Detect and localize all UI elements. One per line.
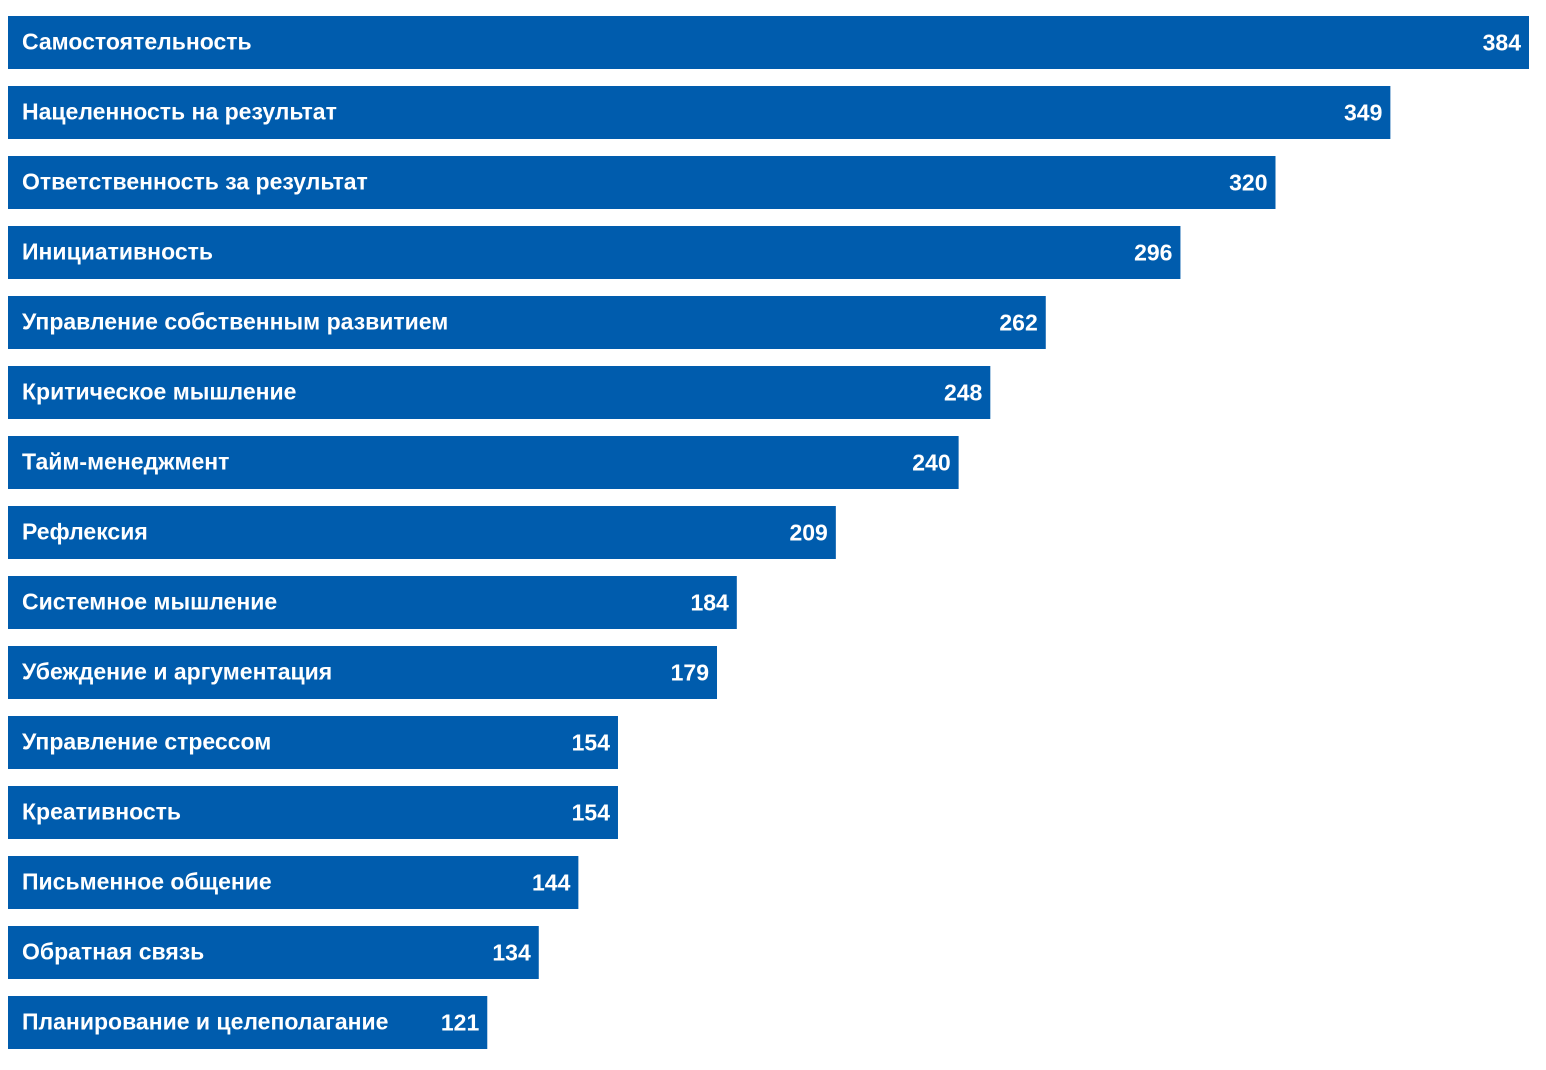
- bar-label: Критическое мышление: [22, 379, 296, 405]
- bar-label: Самостоятельность: [22, 29, 252, 55]
- bar: [8, 226, 1181, 279]
- value-label: 144: [532, 870, 571, 896]
- bar: [8, 16, 1529, 69]
- bar: [8, 786, 618, 839]
- bar: [8, 646, 718, 699]
- bar-label: Управление собственным развитием: [22, 309, 448, 335]
- bar-label: Планирование и целеполагание: [22, 1009, 388, 1035]
- bar-label: Рефлексия: [22, 519, 148, 545]
- value-label: 240: [912, 450, 950, 476]
- bar: [8, 506, 836, 559]
- bar: [8, 926, 539, 979]
- value-label: 248: [944, 380, 983, 406]
- bar-label: Креативность: [22, 799, 181, 825]
- value-label: 296: [1134, 240, 1172, 266]
- bar-label: Письменное общение: [22, 869, 272, 895]
- value-label: 384: [1483, 30, 1522, 56]
- value-label: 134: [492, 940, 531, 966]
- value-label: 154: [572, 800, 611, 826]
- bar-label: Обратная связь: [22, 939, 204, 965]
- value-label: 320: [1229, 170, 1267, 196]
- bar-label: Управление стрессом: [22, 729, 271, 755]
- bar: [8, 436, 959, 489]
- bar-label: Тайм-менеджмент: [22, 449, 229, 475]
- bar: [8, 296, 1046, 349]
- bar: [8, 156, 1276, 209]
- bar: [8, 996, 488, 1049]
- value-label: 154: [572, 730, 611, 756]
- bar: [8, 366, 991, 419]
- bar: [8, 716, 618, 769]
- bar-label: Инициативность: [22, 239, 213, 265]
- bar-label: Ответственность за результат: [22, 169, 368, 195]
- value-label: 262: [999, 310, 1037, 336]
- value-label: 121: [441, 1010, 480, 1036]
- bar-label: Системное мышление: [22, 589, 277, 615]
- value-label: 179: [671, 660, 709, 686]
- bar: [8, 86, 1391, 139]
- value-label: 209: [789, 520, 827, 546]
- bar-label: Убеждение и аргументация: [22, 659, 332, 685]
- value-label: 184: [690, 590, 729, 616]
- bar: [8, 576, 737, 629]
- bar: [8, 856, 579, 909]
- bar-label: Нацеленность на результат: [22, 99, 337, 125]
- value-label: 349: [1344, 100, 1382, 126]
